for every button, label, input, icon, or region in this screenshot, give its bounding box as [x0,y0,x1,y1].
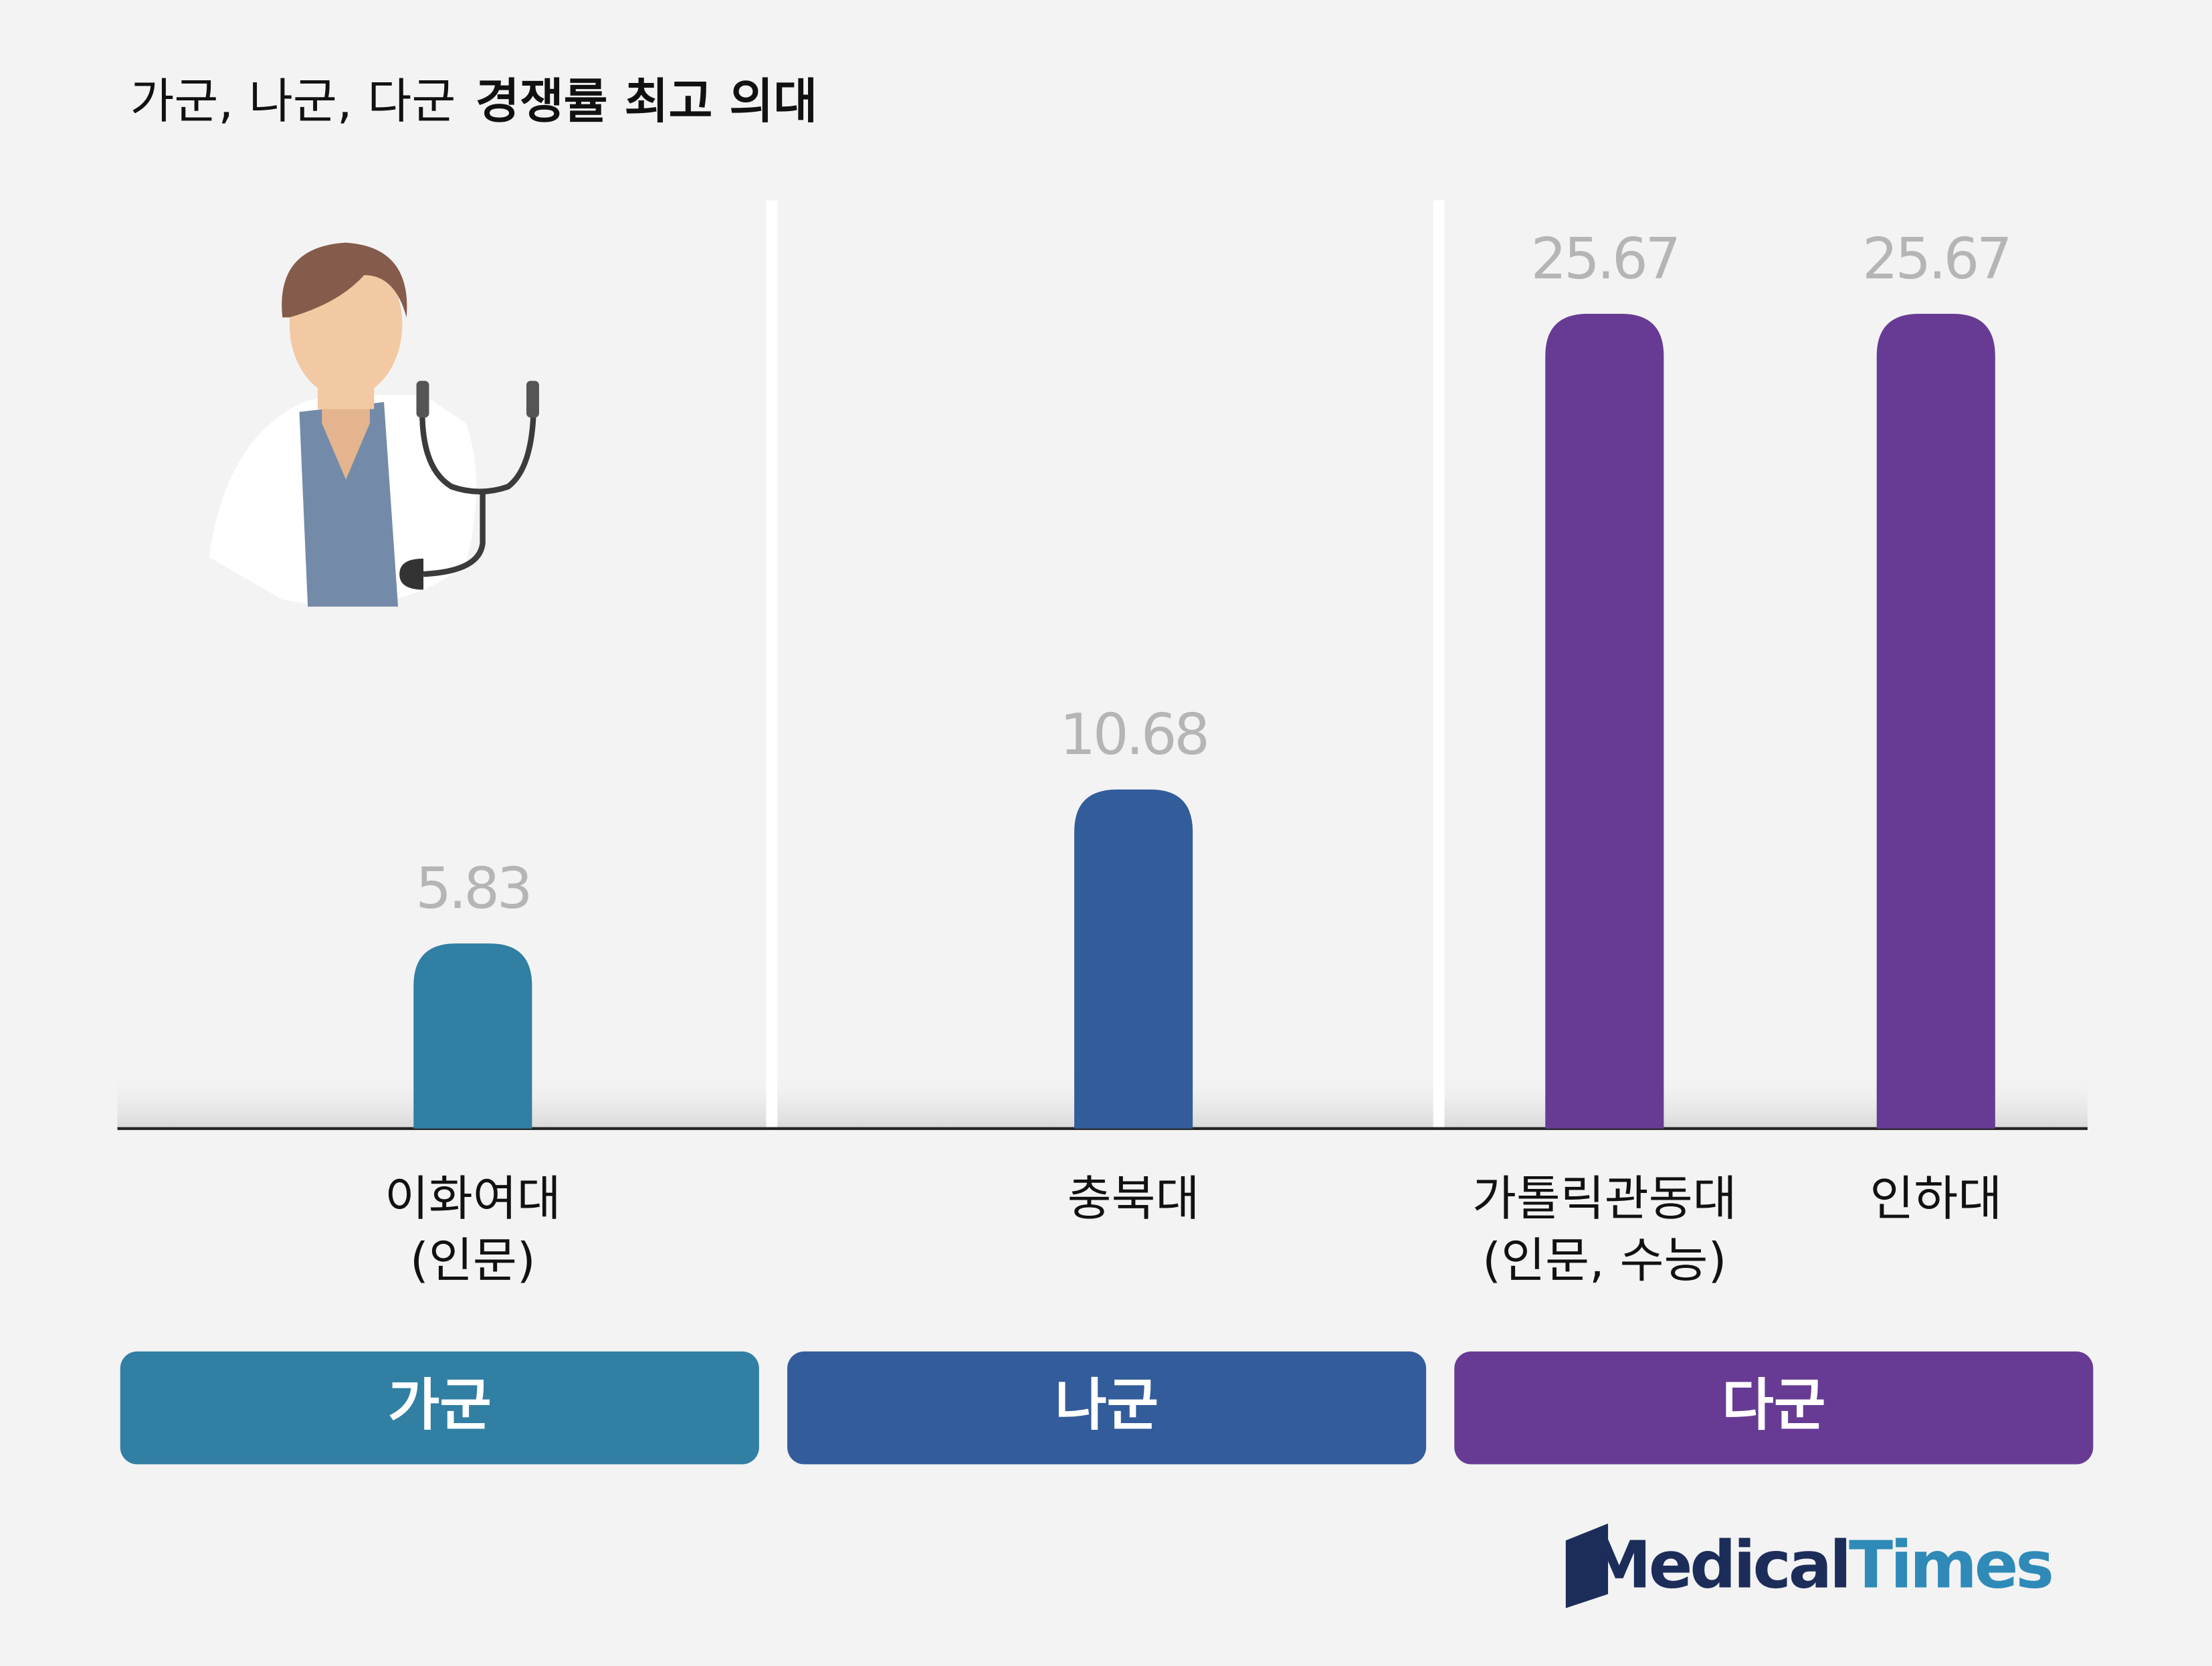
category-label: 인하대 [1870,1170,2002,1226]
title-bold: 경쟁률 최고 의대 [476,73,817,129]
value-label: 25.67 [1531,226,1678,292]
group-label: 가군 [388,1372,492,1438]
logo: MedicalTimes [1565,1523,2055,1608]
group-box [787,1351,1427,1465]
logo-text: MedicalTimes [1587,1528,2051,1603]
value-label: 25.67 [1862,226,2009,292]
logo-times: Times [1849,1528,2051,1603]
bar [1074,790,1193,1129]
category-label: (인문) [410,1232,536,1289]
value-label: 5.83 [415,856,530,921]
value-label: 10.68 [1060,702,1207,767]
category-label: (인문, 수능) [1482,1232,1726,1289]
category-label: 충북대 [1068,1170,1200,1226]
group-label: 다군 [1722,1372,1825,1438]
logo-medical: Medical [1587,1528,1849,1603]
bar [413,943,532,1129]
category-label: 가톨릭관동대 [1472,1170,1737,1226]
doctor-illustration [209,242,539,607]
bar [1876,313,1995,1129]
category-label: 이화여대 [385,1170,561,1226]
title-regular: 가군, 나군, 다군 [130,73,456,129]
group-label: 나군 [1055,1372,1159,1438]
bar [1545,313,1664,1129]
chart-title: 가군, 나군, 다군 경쟁률 최고 의대 [130,73,817,129]
group-box [120,1351,759,1465]
group-box [1454,1351,2094,1465]
